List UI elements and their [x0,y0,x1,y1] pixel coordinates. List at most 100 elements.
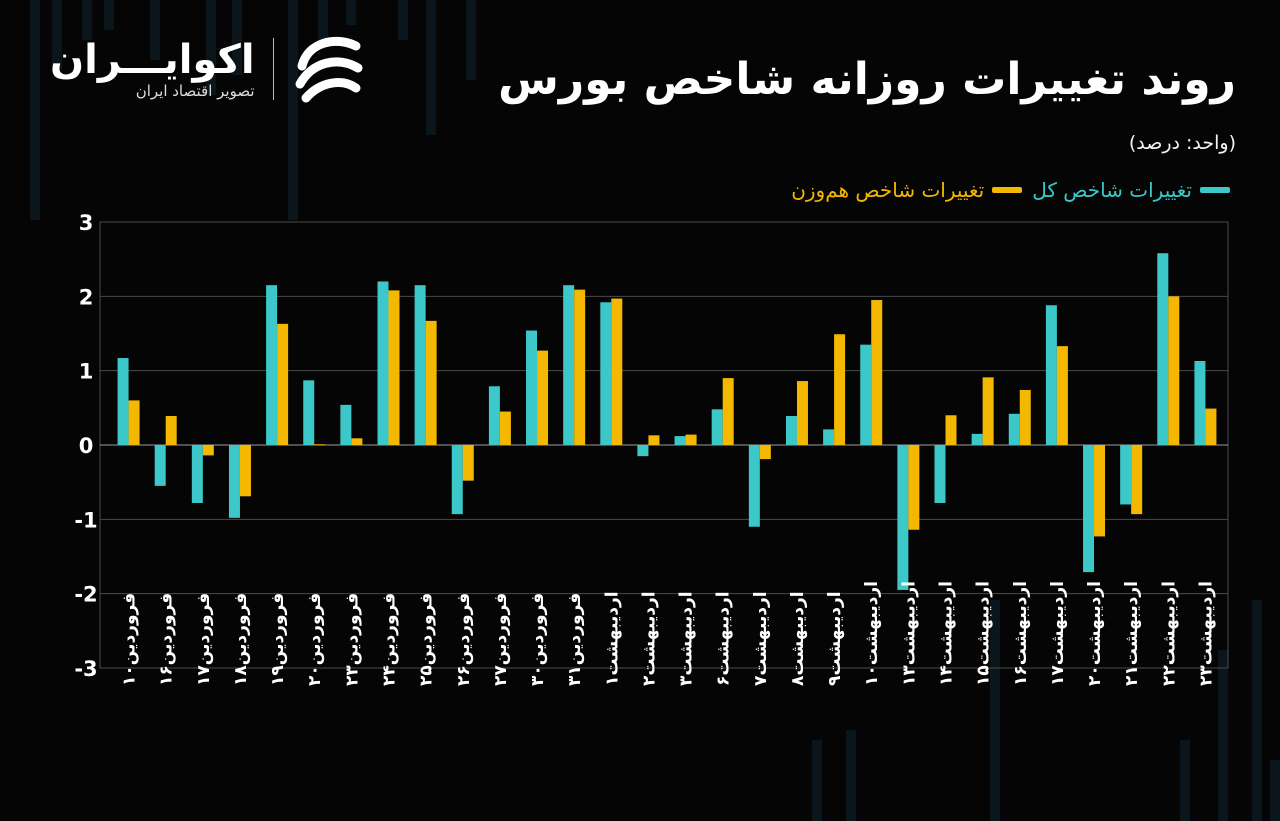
x-tick-label: فروردین۲۷ [491,593,511,686]
bar-equal-weight [834,334,846,445]
x-tick-label: فروردین۲۳ [342,593,362,686]
bar-equal-weight [499,411,511,445]
bar-equal-weight [722,378,734,445]
legend-label-equal-weight: تغییرات شاخص هم‌وزن [791,178,985,202]
decorative-bar [990,600,1000,821]
legend-item-equal-weight: تغییرات شاخص هم‌وزن [791,178,1023,202]
x-tick-label: اردیبهشت۲۲ [1159,581,1179,686]
bar-main-index [377,281,389,445]
bar-equal-weight [685,434,697,445]
decorative-bar [812,740,822,821]
logo-text: اکوایـــران تصویر اقتصاد ایران [50,38,255,100]
bar-main-index [860,344,872,445]
y-tick-label: 2 [79,285,94,309]
bar-main-index [823,429,835,445]
bar-equal-weight [871,300,883,445]
decorative-bar [318,0,328,40]
bar-equal-weight [425,320,437,445]
logo-subtitle: تصویر اقتصاد ایران [135,82,255,100]
bar-equal-weight [1168,296,1180,445]
bar-main-index [711,409,723,445]
bar-main-index [785,416,797,445]
bar-main-index [934,445,946,503]
x-tick-label: اردیبهشت۱۴ [937,581,957,686]
bar-equal-weight [759,445,771,460]
bar-main-index [154,445,166,486]
bar-equal-weight [202,445,214,456]
x-tick-label: اردیبهشت۹ [825,591,845,686]
bar-equal-weight [239,445,251,497]
bar-equal-weight [945,415,957,445]
x-tick-label: فروردین۱۸ [231,593,251,686]
x-tick-label: فروردین۱۰ [120,593,140,686]
bar-main-index [1008,413,1020,445]
bar-main-index [1083,445,1095,573]
decorative-bar [1270,760,1280,821]
x-tick-label: فروردین۲۰ [305,593,325,686]
bar-main-index [1157,253,1169,445]
bar-main-index [266,285,278,445]
decorative-bar [466,0,476,80]
bar-main-index [414,285,426,445]
x-tick-label: اردیبهشت۲۱ [1122,581,1142,686]
bar-main-index [303,380,315,445]
bar-equal-weight [796,381,808,445]
bar-equal-weight [277,323,289,445]
bar-main-index [897,445,909,590]
x-tick-label: اردیبهشت۸ [788,591,808,686]
decorative-bar [30,0,40,220]
x-tick-label: اردیبهشت۷ [751,591,771,686]
legend-swatch-main-index [1200,187,1230,193]
bar-main-index [1120,445,1132,505]
x-tick-label: فروردین۱۷ [194,593,214,686]
x-tick-label: فروردین۳۱ [565,593,585,686]
decorative-bar [288,0,298,220]
bar-equal-weight [1131,445,1143,515]
bar-main-index [488,386,500,445]
legend-label-main-index: تغییرات شاخص کل [1032,178,1192,202]
decorative-bar [104,0,114,30]
x-tick-label: اردیبهشت۱۳ [899,581,919,686]
decorative-bar [82,0,92,40]
decorative-bar [426,0,436,135]
bar-main-index [600,302,612,445]
bar-main-index [1194,361,1206,445]
decorative-bar [846,730,856,821]
decorative-bar [398,0,408,40]
bar-equal-weight [388,290,400,445]
decorative-bar [52,0,62,70]
bar-equal-weight [1205,408,1217,445]
decorative-bar [1252,600,1262,821]
bar-equal-weight [1019,389,1031,445]
unit-label: (واحد: درصد) [1128,132,1236,154]
bar-main-index [1045,305,1057,445]
bar-equal-weight [128,400,140,445]
y-tick-label: 0 [79,434,94,458]
y-tick-label: -3 [74,657,97,681]
x-tick-label: اردیبهشت۱۶ [1011,581,1031,686]
x-tick-label: اردیبهشت۲ [639,591,659,686]
y-tick-label: -1 [74,508,97,532]
bar-equal-weight [165,416,177,445]
bar-equal-weight [462,445,474,481]
decorative-bar [150,0,160,60]
decorative-bar [232,0,242,75]
decorative-bar [346,0,356,25]
x-tick-label: اردیبهشت۶ [714,591,734,686]
bar-equal-weight [351,438,363,445]
x-tick-label: اردیبهشت۱۰ [862,581,882,686]
x-tick-label: فروردین۲۵ [417,593,437,686]
decorative-bar [206,0,216,95]
bar-main-index [674,436,686,445]
bar-equal-weight [314,444,326,446]
logo-divider [272,38,274,100]
y-tick-label: 1 [79,360,94,384]
bar-main-index [451,445,463,515]
bar-main-index [563,285,575,445]
x-tick-label: فروردین۲۶ [454,593,474,686]
bar-equal-weight [908,445,920,530]
bar-main-index [340,404,352,445]
x-tick-label: اردیبهشت۳ [677,591,697,686]
